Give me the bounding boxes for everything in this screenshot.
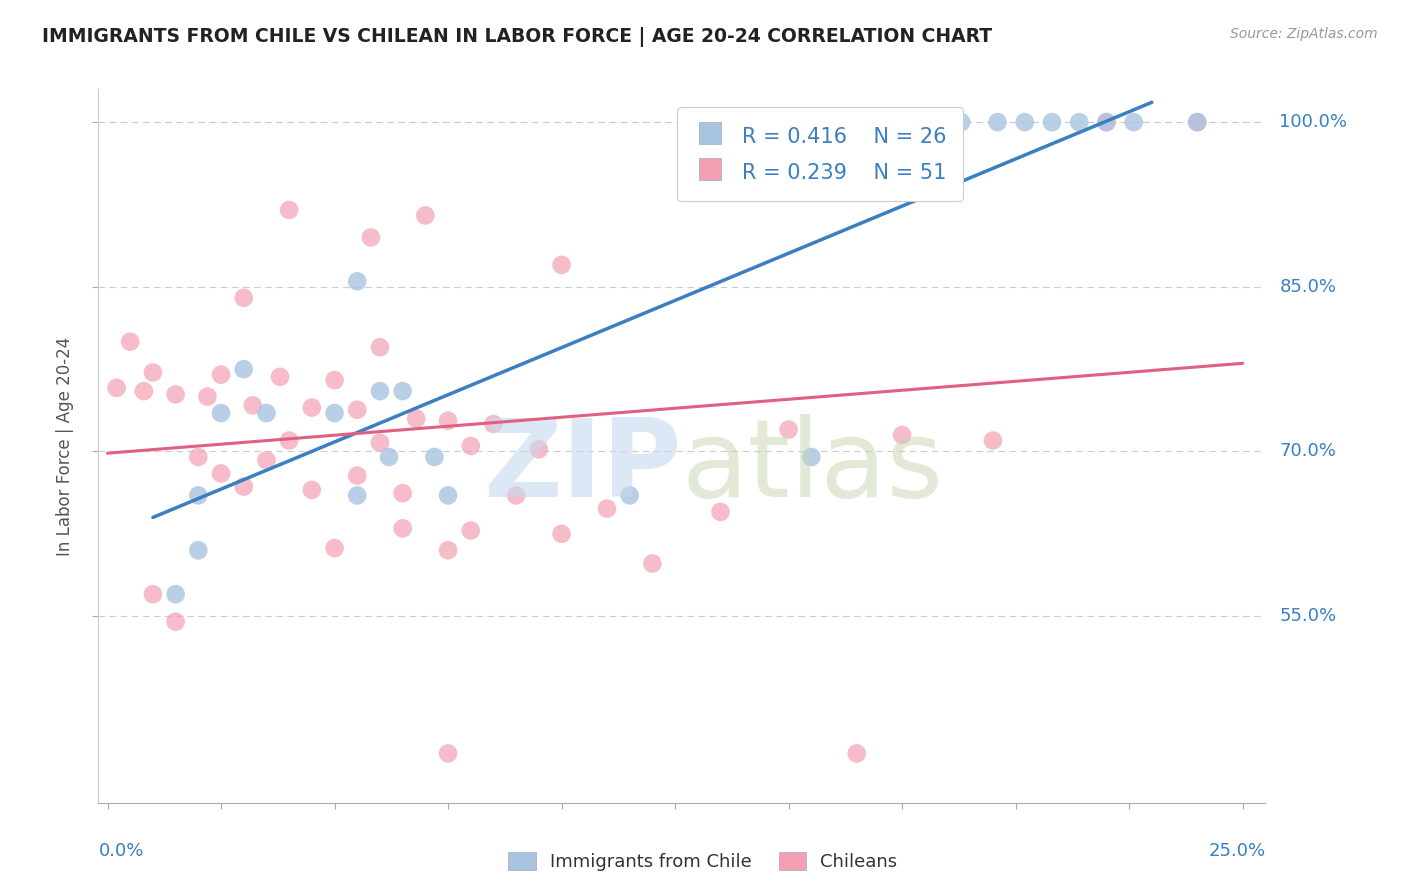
Point [891, 115, 914, 129]
Point [323, 373, 346, 387]
Point [405, 411, 427, 425]
Text: IMMIGRANTS FROM CHILE VS CHILEAN IN LABOR FORCE | AGE 20-24 CORRELATION CHART: IMMIGRANTS FROM CHILE VS CHILEAN IN LABO… [42, 27, 993, 46]
Point [209, 406, 232, 420]
Point [986, 115, 1008, 129]
Point [232, 291, 254, 305]
Point [596, 501, 619, 516]
Point [323, 541, 346, 555]
Point [550, 526, 572, 541]
Point [105, 381, 128, 395]
Point [1187, 115, 1209, 129]
Point [686, 164, 709, 178]
Point [709, 505, 731, 519]
Point [368, 340, 391, 354]
Point [460, 524, 482, 538]
Point [415, 209, 437, 223]
Point [209, 467, 232, 481]
Point [1014, 115, 1036, 129]
Point [187, 450, 209, 464]
Point [391, 384, 413, 398]
Point [437, 543, 460, 558]
Point [1095, 115, 1118, 129]
Point [346, 274, 368, 288]
Point [278, 202, 301, 217]
Point [120, 334, 142, 349]
Text: 100.0%: 100.0% [1279, 113, 1347, 131]
Point [891, 428, 914, 442]
Point [132, 384, 155, 398]
Point [619, 488, 641, 502]
Point [142, 366, 165, 380]
Point [165, 387, 187, 401]
Text: 25.0%: 25.0% [1208, 842, 1265, 860]
Point [391, 521, 413, 535]
Point [142, 587, 165, 601]
Legend: Immigrants from Chile, Chileans: Immigrants from Chile, Chileans [502, 845, 904, 879]
Point [187, 543, 209, 558]
Point [482, 417, 505, 431]
Point [845, 115, 868, 129]
Point [232, 362, 254, 376]
Point [1095, 115, 1118, 129]
Point [278, 434, 301, 448]
Point [460, 439, 482, 453]
Point [368, 435, 391, 450]
Text: atlas: atlas [682, 415, 943, 520]
Point [641, 557, 664, 571]
Point [209, 368, 232, 382]
Point [254, 453, 277, 467]
Point [550, 258, 572, 272]
Point [845, 747, 868, 761]
Point [346, 488, 368, 502]
Text: Source: ZipAtlas.com: Source: ZipAtlas.com [1230, 27, 1378, 41]
Point [423, 450, 446, 464]
Text: 0.0%: 0.0% [98, 842, 143, 860]
Text: 85.0%: 85.0% [1279, 277, 1336, 296]
Text: 55.0%: 55.0% [1279, 607, 1337, 625]
Point [242, 398, 264, 412]
Point [323, 406, 346, 420]
Legend: R = 0.416    N = 26, R = 0.239    N = 51: R = 0.416 N = 26, R = 0.239 N = 51 [678, 107, 963, 202]
Point [269, 369, 291, 384]
Point [360, 230, 382, 244]
Point [187, 488, 209, 502]
Point [437, 747, 460, 761]
Point [378, 450, 401, 464]
Point [254, 406, 277, 420]
Y-axis label: In Labor Force | Age 20-24: In Labor Force | Age 20-24 [56, 336, 75, 556]
Point [346, 402, 368, 417]
Point [778, 423, 800, 437]
Point [165, 587, 187, 601]
Point [950, 115, 973, 129]
Point [301, 483, 323, 497]
Point [197, 390, 219, 404]
Point [527, 442, 550, 457]
Point [437, 488, 460, 502]
Point [368, 384, 391, 398]
Point [505, 488, 527, 502]
Point [346, 468, 368, 483]
Point [391, 486, 413, 500]
Point [981, 434, 1004, 448]
Point [1187, 115, 1209, 129]
Point [800, 450, 823, 464]
Point [1040, 115, 1063, 129]
Point [1122, 115, 1144, 129]
Point [165, 615, 187, 629]
Text: ZIP: ZIP [484, 415, 682, 520]
Text: 70.0%: 70.0% [1279, 442, 1336, 460]
Point [437, 414, 460, 428]
Point [232, 480, 254, 494]
Point [301, 401, 323, 415]
Point [1069, 115, 1091, 129]
